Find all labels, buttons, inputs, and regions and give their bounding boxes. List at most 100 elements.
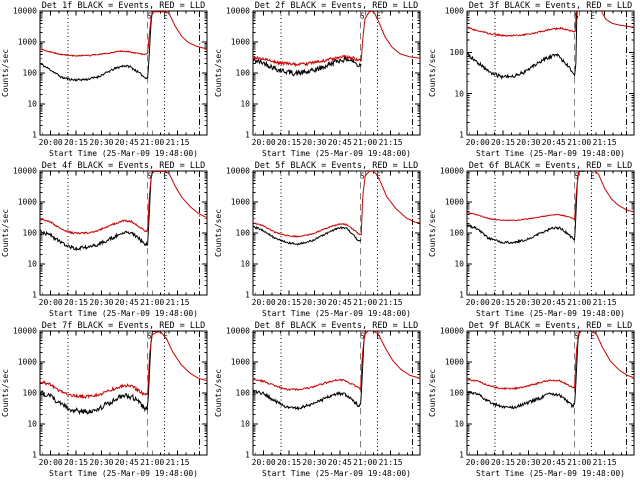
svg-text:E: E xyxy=(590,331,595,340)
svg-text:1: 1 xyxy=(32,291,37,300)
svg-text:1: 1 xyxy=(246,131,251,140)
svg-text:20:00: 20:00 xyxy=(39,458,63,467)
svg-text:100: 100 xyxy=(236,69,251,78)
svg-text:20:30: 20:30 xyxy=(303,298,327,307)
svg-text:100: 100 xyxy=(449,48,464,57)
svg-text:E: E xyxy=(163,11,168,20)
svg-text:20:00: 20:00 xyxy=(465,138,489,147)
svg-text:20:45: 20:45 xyxy=(328,138,352,147)
svg-text:100: 100 xyxy=(23,229,38,238)
svg-text:20:45: 20:45 xyxy=(115,298,139,307)
svg-text:E: E xyxy=(163,331,168,340)
svg-text:20:00: 20:00 xyxy=(252,458,276,467)
svg-text:E: E xyxy=(163,171,168,180)
plot-det-6f: 1 10 100 1000 10000 20:00 20:15 20:30 20:45 21:00… xyxy=(428,161,635,318)
plot-det-2f: 1 10 100 1000 10000 20:00 20:15 20:30 20:45 21:00… xyxy=(214,1,421,158)
svg-text:1000: 1000 xyxy=(444,198,463,207)
svg-text:10: 10 xyxy=(27,100,37,109)
svg-text:20:15: 20:15 xyxy=(491,298,515,307)
svg-text:Start Time (25-Mar-09 19:48:00: Start Time (25-Mar-09 19:48:00) xyxy=(476,469,625,478)
svg-text:20:15: 20:15 xyxy=(277,298,301,307)
svg-text:100: 100 xyxy=(449,389,464,398)
svg-text:1000: 1000 xyxy=(18,198,37,207)
svg-text:21:15: 21:15 xyxy=(379,458,403,467)
svg-text:Counts/sec: Counts/sec xyxy=(428,369,437,417)
plot-det-3f: 1 10 100 1000 20:00 20:15 20:30 20:45 21:00 21:15… xyxy=(428,1,635,158)
svg-text:20:15: 20:15 xyxy=(277,138,301,147)
svg-text:10: 10 xyxy=(241,420,251,429)
svg-text:21:00: 21:00 xyxy=(567,138,591,147)
svg-text:Start Time (25-Mar-09 19:48:00: Start Time (25-Mar-09 19:48:00) xyxy=(262,309,411,318)
svg-text:10: 10 xyxy=(454,420,464,429)
svg-text:1: 1 xyxy=(246,451,251,460)
svg-text:S: S xyxy=(147,11,152,20)
svg-text:10000: 10000 xyxy=(440,327,464,336)
svg-text:21:00: 21:00 xyxy=(354,458,378,467)
svg-text:20:15: 20:15 xyxy=(277,458,301,467)
svg-text:20:00: 20:00 xyxy=(252,298,276,307)
svg-text:20:30: 20:30 xyxy=(516,458,540,467)
plot-det-8f: 1 10 100 1000 10000 20:00 20:15 20:30 20:45 21:00… xyxy=(214,321,421,478)
plot-det-7f: 1 10 100 1000 10000 20:00 20:15 20:30 20:45 21:00… xyxy=(1,321,208,478)
svg-text:21:00: 21:00 xyxy=(140,458,164,467)
svg-text:1: 1 xyxy=(459,131,464,140)
svg-text:10: 10 xyxy=(454,260,464,269)
svg-text:Det 3f BLACK = Events, RED = L: Det 3f BLACK = Events, RED = LLD xyxy=(468,1,631,11)
svg-text:20:45: 20:45 xyxy=(115,138,139,147)
svg-text:E: E xyxy=(590,11,595,20)
svg-text:20:00: 20:00 xyxy=(465,298,489,307)
svg-text:10: 10 xyxy=(27,420,37,429)
svg-text:21:00: 21:00 xyxy=(567,458,591,467)
svg-text:Counts/sec: Counts/sec xyxy=(214,369,223,417)
svg-text:20:15: 20:15 xyxy=(64,138,88,147)
svg-text:10000: 10000 xyxy=(13,167,37,176)
svg-text:21:15: 21:15 xyxy=(166,138,190,147)
svg-text:1: 1 xyxy=(459,451,464,460)
svg-text:1: 1 xyxy=(32,451,37,460)
svg-text:Det 9f BLACK = Events, RED = L: Det 9f BLACK = Events, RED = LLD xyxy=(468,321,631,331)
svg-text:20:15: 20:15 xyxy=(491,138,515,147)
svg-text:1000: 1000 xyxy=(231,198,250,207)
svg-text:Counts/sec: Counts/sec xyxy=(428,209,437,257)
svg-text:20:30: 20:30 xyxy=(89,458,113,467)
svg-text:10: 10 xyxy=(241,260,251,269)
svg-text:E: E xyxy=(377,171,382,180)
svg-text:20:15: 20:15 xyxy=(64,298,88,307)
svg-text:10000: 10000 xyxy=(440,167,464,176)
svg-text:10000: 10000 xyxy=(226,327,250,336)
svg-text:100: 100 xyxy=(23,69,38,78)
svg-text:Det 4f BLACK = Events, RED = L: Det 4f BLACK = Events, RED = LLD xyxy=(42,161,205,171)
svg-text:Start Time (25-Mar-09 19:48:00: Start Time (25-Mar-09 19:48:00) xyxy=(49,149,198,158)
svg-text:Start Time (25-Mar-09 19:48:00: Start Time (25-Mar-09 19:48:00) xyxy=(476,309,625,318)
svg-text:20:30: 20:30 xyxy=(89,138,113,147)
svg-text:100: 100 xyxy=(236,229,251,238)
svg-text:1000: 1000 xyxy=(231,38,250,47)
svg-text:1000: 1000 xyxy=(231,358,250,367)
svg-text:Counts/sec: Counts/sec xyxy=(428,49,437,97)
svg-text:20:45: 20:45 xyxy=(115,458,139,467)
svg-text:10000: 10000 xyxy=(13,7,37,16)
svg-text:20:45: 20:45 xyxy=(328,458,352,467)
plot-det-1f: 1 10 100 1000 10000 20:00 20:15 20:30 20:45 21:00… xyxy=(1,1,208,158)
svg-text:Det 2f BLACK = Events, RED = L: Det 2f BLACK = Events, RED = LLD xyxy=(255,1,418,11)
svg-text:Start Time (25-Mar-09 19:48:00: Start Time (25-Mar-09 19:48:00) xyxy=(262,469,411,478)
svg-text:20:30: 20:30 xyxy=(89,298,113,307)
plot-det-5f: 1 10 100 1000 10000 20:00 20:15 20:30 20:45 21:00… xyxy=(214,161,421,318)
svg-text:S: S xyxy=(147,171,152,180)
svg-text:20:45: 20:45 xyxy=(541,138,565,147)
svg-text:Det 8f BLACK = Events, RED = L: Det 8f BLACK = Events, RED = LLD xyxy=(255,321,418,331)
svg-text:10: 10 xyxy=(241,100,251,109)
svg-text:21:00: 21:00 xyxy=(140,138,164,147)
svg-text:10000: 10000 xyxy=(13,327,37,336)
svg-text:100: 100 xyxy=(449,229,464,238)
svg-text:E: E xyxy=(590,171,595,180)
svg-text:1000: 1000 xyxy=(444,358,463,367)
svg-text:Counts/sec: Counts/sec xyxy=(214,49,223,97)
svg-text:S: S xyxy=(147,331,152,340)
svg-text:Start Time (25-Mar-09 19:48:00: Start Time (25-Mar-09 19:48:00) xyxy=(49,469,198,478)
svg-text:21:00: 21:00 xyxy=(354,298,378,307)
svg-text:10: 10 xyxy=(27,260,37,269)
svg-text:Start Time (25-Mar-09 19:48:00: Start Time (25-Mar-09 19:48:00) xyxy=(476,149,625,158)
